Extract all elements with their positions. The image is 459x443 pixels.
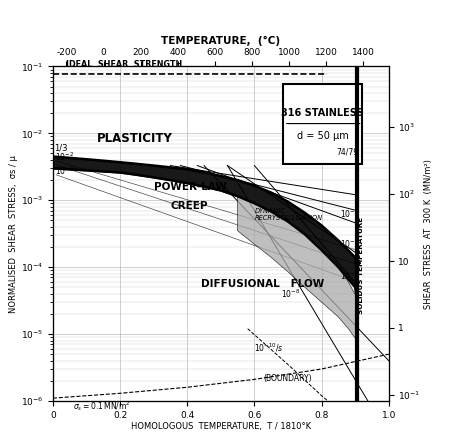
Text: (BOUNDARY): (BOUNDARY) <box>263 374 312 383</box>
Text: 1/3: 1/3 <box>55 144 68 153</box>
Text: $10^{-4}$: $10^{-4}$ <box>339 238 358 250</box>
X-axis label: TEMPERATURE,  (°C): TEMPERATURE, (°C) <box>161 35 280 46</box>
Text: $10^{-6}$: $10^{-6}$ <box>339 269 358 282</box>
Text: DYNAMIC
RECRYSTALLISATION: DYNAMIC RECRYSTALLISATION <box>254 208 322 222</box>
Text: POWER-LAW: POWER-LAW <box>153 183 226 192</box>
Text: $10^{-2}$: $10^{-2}$ <box>55 151 73 163</box>
Text: DIFFUSIONAL   FLOW: DIFFUSIONAL FLOW <box>200 279 323 289</box>
Text: $10^{-4}$: $10^{-4}$ <box>55 164 74 177</box>
Text: $\sigma_s = 0.1\, \mathrm{MN/m^2}$: $\sigma_s = 0.1\, \mathrm{MN/m^2}$ <box>73 399 131 413</box>
Text: $10^{-10}/s$: $10^{-10}/s$ <box>254 342 284 354</box>
Text: PLASTICITY: PLASTICITY <box>96 132 172 145</box>
Text: IDEAL  SHEAR  STRENGTH: IDEAL SHEAR STRENGTH <box>66 60 182 69</box>
Text: $10^{-2}$: $10^{-2}$ <box>339 207 358 220</box>
Text: $10^{-8}$: $10^{-8}$ <box>280 287 300 299</box>
Y-axis label: SHEAR  STRESS  AT  300 K  (MN/m²): SHEAR STRESS AT 300 K (MN/m²) <box>423 159 431 309</box>
Text: 74/79: 74/79 <box>336 147 358 156</box>
Text: 316 STAINLESS: 316 STAINLESS <box>280 108 363 118</box>
Y-axis label: NORMALISED  SHEAR  STRESS,  σs / μ: NORMALISED SHEAR STRESS, σs / μ <box>9 155 18 313</box>
Text: d = 50 μm: d = 50 μm <box>296 132 347 141</box>
X-axis label: HOMOLOGOUS  TEMPERATURE,  T / 1810°K: HOMOLOGOUS TEMPERATURE, T / 1810°K <box>130 423 310 431</box>
FancyBboxPatch shape <box>282 84 361 164</box>
Text: CREEP: CREEP <box>170 201 207 210</box>
Polygon shape <box>237 196 356 341</box>
Text: SOLIDUS TEMPERATURE: SOLIDUS TEMPERATURE <box>357 217 363 314</box>
